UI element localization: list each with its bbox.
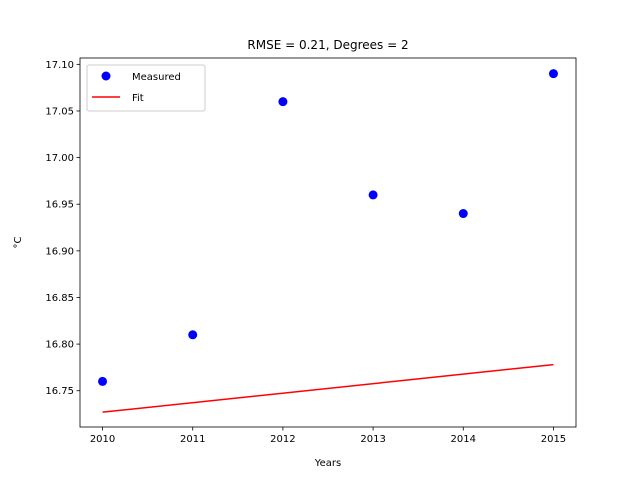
y-axis-label: °C <box>13 236 24 248</box>
measured-point <box>278 97 288 107</box>
y-tick-label: 16.75 <box>45 386 74 397</box>
legend-label-fit: Fit <box>132 93 144 104</box>
legend-label-measured: Measured <box>132 72 181 83</box>
y-axis: 16.75 16.80 16.85 16.90 16.95 17.00 17.05 17.10 <box>45 60 80 397</box>
data-layer <box>98 69 558 413</box>
x-tick-label: 2014 <box>451 434 476 445</box>
chart-title: RMSE = 0.21, Degrees = 2 <box>247 38 408 52</box>
fit-line <box>102 363 554 413</box>
y-tick-label: 17.10 <box>45 60 74 71</box>
legend: Measured Fit <box>86 64 206 112</box>
legend-marker-measured <box>101 71 111 81</box>
y-tick-label: 16.95 <box>45 200 74 211</box>
x-tick-label: 2013 <box>360 434 385 445</box>
x-tick-label: 2011 <box>180 434 205 445</box>
y-tick-label: 16.85 <box>45 293 74 304</box>
measured-point <box>98 376 108 386</box>
x-tick-label: 2012 <box>270 434 295 445</box>
plot-frame <box>79 57 577 428</box>
x-axis: 2010 2011 2012 2013 2014 2015 <box>90 427 566 445</box>
measured-point <box>188 330 198 340</box>
measured-point <box>368 190 378 200</box>
legend-box <box>86 64 206 112</box>
plot-area <box>80 58 576 427</box>
measured-point <box>548 69 558 79</box>
y-tick-label: 16.80 <box>45 340 74 351</box>
x-axis-label: Years <box>314 458 341 469</box>
y-tick-label: 16.90 <box>45 246 74 257</box>
measured-point <box>458 209 468 219</box>
x-tick-label: 2010 <box>90 434 115 445</box>
y-tick-label: 17.05 <box>45 106 74 117</box>
x-tick-label: 2015 <box>541 434 566 445</box>
y-tick-label: 17.00 <box>45 153 74 164</box>
